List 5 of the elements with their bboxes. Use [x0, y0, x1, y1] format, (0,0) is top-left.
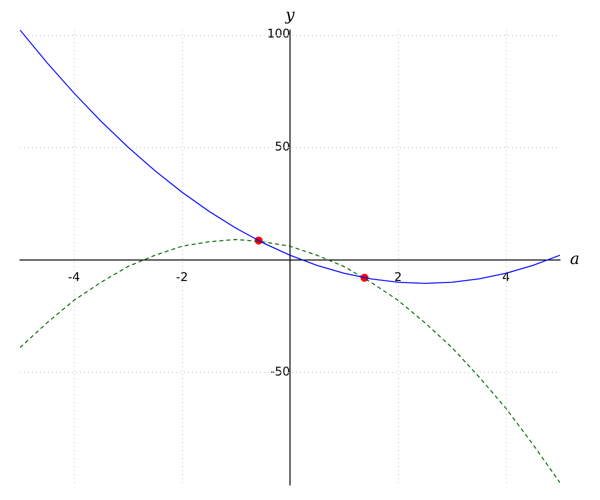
x-axis-title: a	[570, 248, 580, 268]
x-tick-label: -2	[176, 270, 188, 284]
x-tick-label: -4	[68, 270, 80, 284]
x-tick-label: 2	[394, 270, 402, 284]
y-axis-title: y	[284, 5, 296, 24]
